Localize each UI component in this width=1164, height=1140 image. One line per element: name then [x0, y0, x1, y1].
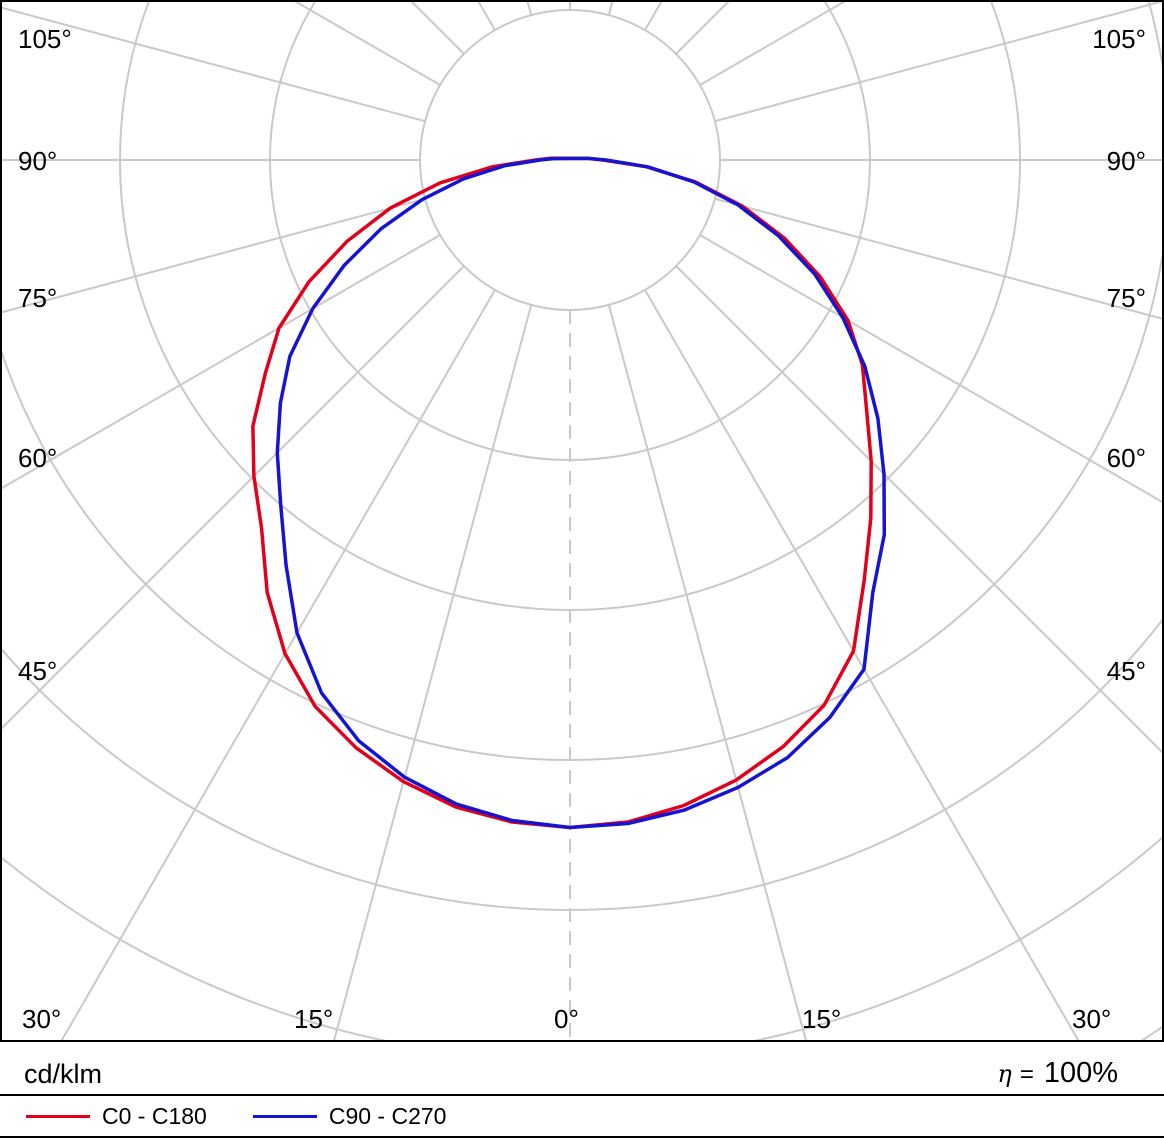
angle-label: 105°: [1092, 24, 1146, 54]
grid-ray: [2, 265, 465, 730]
grid-ray: [2, 6, 426, 123]
angle-label: 90°: [18, 146, 57, 176]
grid-ray: [675, 265, 1162, 754]
grid-ring: [2, 2, 1162, 761]
grid-ray: [477, 2, 496, 31]
eta-symbol: η: [997, 1060, 1012, 1088]
legend: C0 - C180 C90 - C270: [0, 1094, 1164, 1138]
chart-footer: cd/klm η = 100% C0 - C180 C90 - C270: [0, 1042, 1164, 1140]
grid-ray: [644, 289, 1080, 1040]
legend-label-c0-c180: C0 - C180: [102, 1102, 207, 1129]
equals-sign: =: [1019, 1061, 1034, 1088]
angle-label: 45°: [1107, 656, 1146, 686]
units-label: cd/klm: [24, 1059, 103, 1089]
curve-c0-c180: [251, 156, 873, 830]
grid-ring: [2, 618, 1162, 911]
angle-label: 75°: [1107, 283, 1146, 313]
grid-ray: [607, 304, 807, 1040]
legend-item-c90-c270: C90 - C270: [252, 1102, 447, 1130]
legend-item-c0-c180: C0 - C180: [26, 1103, 207, 1130]
grid-ray: [607, 2, 614, 16]
angle-label: 30°: [1072, 1004, 1111, 1034]
red-line-swatch: [26, 1114, 90, 1118]
polar-chart-frame: 105° 90° 75° 60° 45° 30° 15° 0° 15° 30° 105° 90° 75°…: [0, 0, 1164, 1042]
grid-ray: [699, 234, 1162, 503]
angle-label: 75°: [18, 283, 57, 313]
blue-line-swatch: [252, 1114, 317, 1118]
grid-ray: [2, 234, 441, 490]
grid-ray: [333, 304, 533, 1040]
legend-label-c90-c270: C90 - C270: [328, 1102, 447, 1129]
angle-label: 60°: [1107, 443, 1146, 473]
grid-ray: [60, 289, 496, 1040]
angle-label: 15°: [802, 1004, 841, 1034]
grid-ray: [2, 197, 426, 314]
footer-top-row: cd/klm η = 100%: [0, 1042, 1164, 1094]
angle-label: 45°: [18, 656, 57, 686]
grid-ray: [714, 2, 1162, 123]
angle-label: 90°: [1107, 146, 1146, 176]
angle-label: 60°: [18, 443, 57, 473]
angle-label: 0°: [554, 1004, 579, 1034]
curve-c90-c270: [275, 156, 887, 830]
angle-label: 105°: [18, 24, 72, 54]
angle-label: 30°: [22, 1004, 61, 1034]
grid-ray: [714, 197, 1162, 320]
efficiency-label: η = 100%: [997, 1057, 1118, 1090]
grid-ray: [675, 2, 730, 55]
angle-label: 15°: [294, 1004, 333, 1034]
efficiency-value: 100%: [1043, 1057, 1118, 1089]
grid-ray: [526, 2, 533, 16]
polar-intensity-chart: 105° 90° 75° 60° 45° 30° 15° 0° 15° 30° 105° 90° 75°…: [2, 2, 1162, 1040]
